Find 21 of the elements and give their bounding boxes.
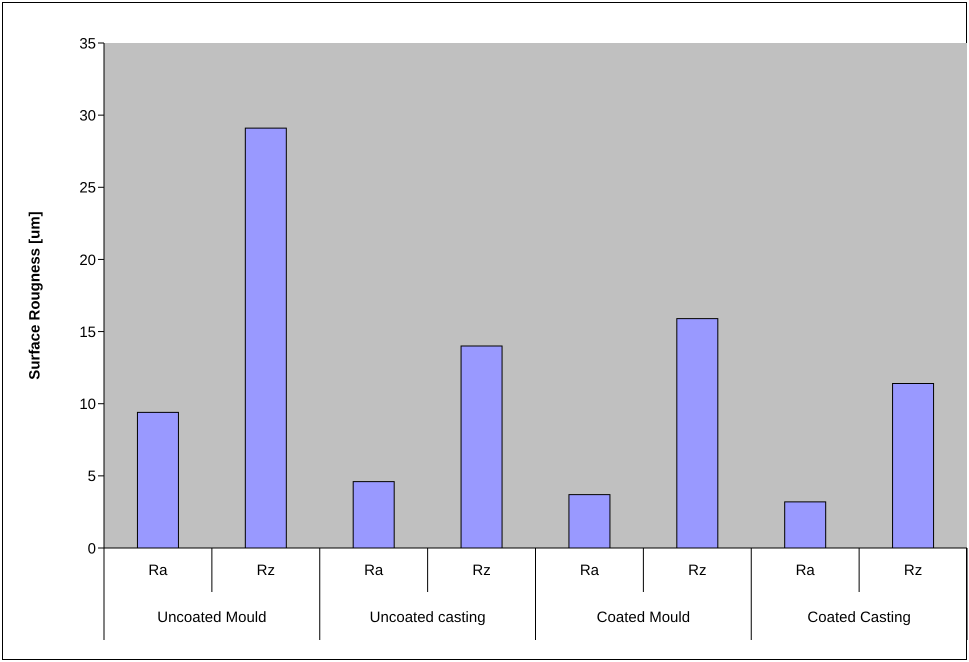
y-axis-title: Surface Rougness [um] xyxy=(26,211,44,380)
x-tick-label: Rz xyxy=(472,562,491,579)
text: Uncoated casting xyxy=(370,609,486,626)
x-tick-label: Rz xyxy=(904,562,922,579)
x-tick-label: Ra xyxy=(796,562,816,579)
x-tick-label: Rz xyxy=(688,562,706,579)
x-tick-label: Ra xyxy=(364,562,384,579)
y-tick-label: 25 xyxy=(79,180,96,197)
y-tick-label: 0 xyxy=(88,540,96,558)
y-tick-label: 20 xyxy=(79,252,96,269)
y-tick-label: 5 xyxy=(88,468,96,486)
text: Uncoated Mould xyxy=(157,609,266,626)
x-tick-label: Rz xyxy=(256,562,275,579)
y-tick-label: 10 xyxy=(79,396,96,414)
x-tick-label: Ra xyxy=(580,562,600,579)
y-tick-label: 15 xyxy=(79,324,96,341)
text: Coated Mould xyxy=(596,609,690,626)
y-tick-label: 35 xyxy=(79,35,96,52)
text: Coated Casting xyxy=(807,609,911,626)
x-tick-label: Ra xyxy=(148,562,168,579)
y-tick-label: 30 xyxy=(79,107,96,124)
